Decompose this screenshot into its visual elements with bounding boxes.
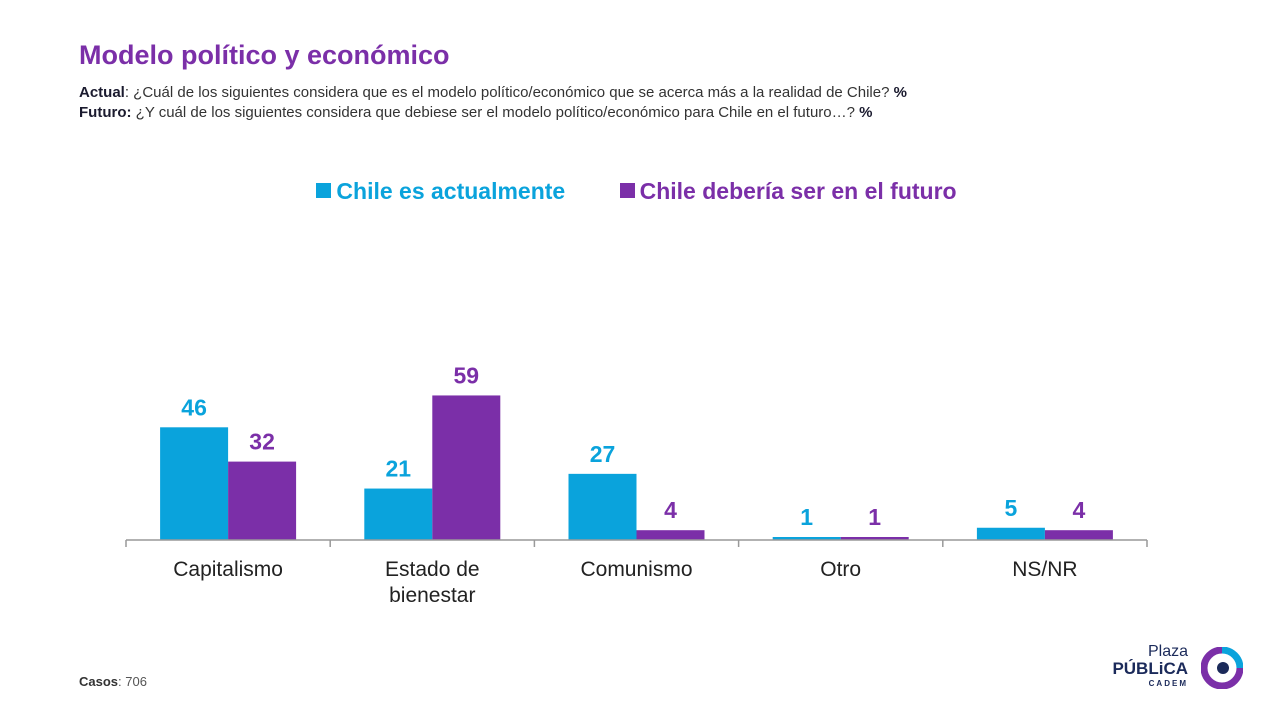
category-label-line: bienestar (389, 584, 475, 607)
question-futuro-unit: % (859, 104, 873, 121)
bar-chart: 46 32 Capitalismo 21 59 Estado de bienestar 27 4… (125, 362, 1148, 607)
bar-actual-0 (160, 427, 229, 540)
bar-actual-1 (364, 488, 433, 540)
bar-actual-3 (772, 537, 841, 540)
data-label-actual-2: 27 (590, 441, 616, 467)
bar-futuro-4 (1044, 530, 1113, 540)
legend-item-futuro: Chile debería ser en el futuro (619, 178, 957, 205)
legend-item-actual: Chile es actualmente (316, 178, 565, 205)
sample-size-label: Casos (79, 674, 119, 689)
brand-logo: Plaza PÚBLiCA CADEM (1053, 643, 1243, 693)
sample-size-value: : 706 (118, 674, 147, 689)
data-label-actual-3: 1 (800, 504, 813, 530)
logo-swirl-icon (1201, 647, 1243, 689)
logo-line-3: CADEM (1148, 679, 1188, 688)
question-futuro-label: Futuro: (79, 104, 132, 121)
data-label-futuro-2: 4 (664, 497, 677, 523)
bar-futuro-2 (636, 530, 705, 540)
bar-actual-4 (976, 527, 1045, 540)
data-label-actual-0: 46 (181, 394, 207, 420)
chart-legend: Chile es actualmente Chile debería ser e… (0, 178, 1273, 205)
category-label-line: Estado de (385, 558, 480, 581)
question-actual-unit: % (893, 84, 907, 101)
category-label-1: Estado de bienestar (385, 558, 480, 607)
category-label-4: NS/NR (1012, 558, 1077, 581)
bar-futuro-3 (840, 537, 909, 540)
data-label-actual-4: 5 (1005, 495, 1018, 521)
data-label-futuro-3: 1 (868, 504, 881, 530)
category-label-line: Otro (820, 558, 861, 581)
data-label-futuro-4: 4 (1073, 497, 1086, 523)
data-label-actual-1: 21 (386, 456, 412, 482)
question-actual-label: Actual (79, 84, 125, 101)
bar-futuro-0 (228, 461, 297, 540)
category-label-3: Otro (820, 558, 861, 581)
category-label-line: NS/NR (1012, 558, 1077, 581)
data-label-futuro-0: 32 (249, 429, 275, 455)
legend-label-actual: Chile es actualmente (336, 178, 566, 204)
data-label-futuro-1: 59 (454, 362, 480, 388)
category-label-line: Comunismo (580, 558, 692, 581)
bar-futuro-1 (432, 395, 501, 540)
sample-size: Casos: 706 (79, 674, 147, 689)
page-title: Modelo político y económico (79, 40, 450, 70)
logo-line-1: Plaza (1147, 643, 1188, 660)
legend-swatch-futuro (619, 183, 635, 198)
legend-label-futuro: Chile debería ser en el futuro (639, 178, 957, 204)
category-label-0: Capitalismo (173, 558, 283, 581)
logo-line-2: PÚBLiCA (1112, 659, 1188, 678)
question-actual-text: : ¿Cuál de los siguientes considera que … (124, 84, 890, 101)
question-futuro: Futuro: ¿Y cuál de los siguientes consid… (79, 104, 872, 121)
legend-swatch-actual (316, 183, 332, 198)
category-label-2: Comunismo (580, 558, 692, 581)
category-label-line: Capitalismo (173, 558, 283, 581)
question-actual: Actual: ¿Cuál de los siguientes consider… (79, 84, 907, 101)
bar-actual-2 (568, 473, 637, 540)
question-futuro-text: ¿Y cuál de los siguientes considera que … (131, 104, 855, 121)
